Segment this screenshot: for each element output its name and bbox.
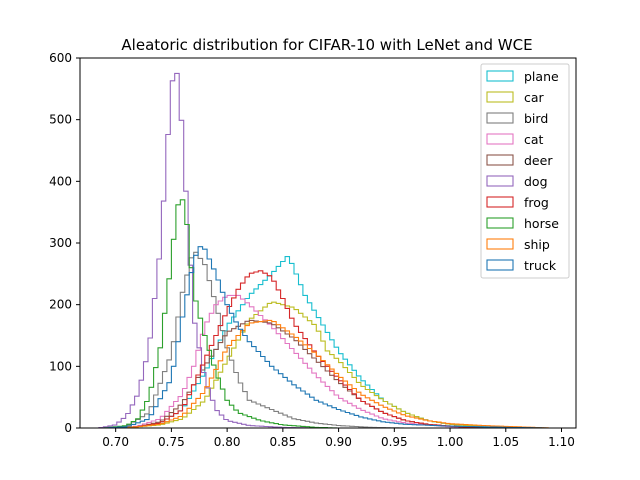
y-tick-label: 600 [49, 51, 72, 65]
x-tick-label: 0.95 [381, 435, 408, 449]
y-tick-label: 400 [49, 174, 72, 188]
x-tick-label: 1.05 [492, 435, 519, 449]
x-tick-label: 1.10 [548, 435, 575, 449]
y-tick-label: 100 [49, 359, 72, 373]
x-tick-label: 1.00 [437, 435, 464, 449]
series-cat [115, 294, 486, 429]
legend-swatch-plane [486, 70, 514, 82]
legend-label-truck: truck [524, 258, 557, 273]
legend-swatch-car [486, 91, 514, 103]
legend-label-plane: plane [524, 69, 559, 84]
legend-label-car: car [524, 90, 545, 105]
legend-label-deer: deer [524, 153, 553, 168]
series-ship [115, 319, 553, 429]
legend-swatch-bird [486, 112, 514, 124]
x-tick-label: 0.85 [269, 435, 296, 449]
legend-swatch-cat [486, 133, 514, 145]
series-horse [103, 199, 341, 429]
x-tick-label: 0.75 [158, 435, 185, 449]
legend-swatch-horse [486, 217, 514, 229]
series-bird [103, 251, 408, 429]
y-tick-label: 0 [64, 421, 72, 435]
legend-swatch-truck [486, 259, 514, 271]
x-tick-label: 0.70 [102, 435, 129, 449]
legend-label-horse: horse [524, 216, 559, 231]
x-axis: 0.70 0.75 0.80 0.85 0.90 0.95 1.00 1.05 1.10 [102, 428, 575, 449]
legend-swatch-dog [486, 175, 514, 187]
legend-label-ship: ship [524, 237, 550, 252]
legend-swatch-ship [486, 238, 514, 250]
series-truck [103, 246, 551, 429]
chart-title: Aleatoric distribution for CIFAR-10 with… [121, 36, 532, 54]
legend-label-cat: cat [524, 132, 544, 147]
y-tick-label: 200 [49, 298, 72, 312]
series-frog [115, 270, 496, 429]
y-axis: 0 100 200 300 400 500 600 [49, 51, 80, 435]
series-layer [98, 72, 553, 429]
legend-label-frog: frog [524, 195, 549, 210]
legend: plane car bird cat deer dog frog horse ship truck [480, 63, 570, 279]
legend-swatch-deer [486, 154, 514, 166]
x-tick-label: 0.80 [214, 435, 241, 449]
legend-label-dog: dog [524, 174, 548, 189]
x-tick-label: 0.90 [325, 435, 352, 449]
legend-label-bird: bird [524, 111, 548, 126]
y-tick-label: 500 [49, 113, 72, 127]
legend-swatch-frog [486, 196, 514, 208]
legend-box [480, 63, 570, 279]
series-car [115, 301, 518, 429]
y-tick-label: 300 [49, 236, 72, 250]
series-dog [98, 72, 318, 429]
